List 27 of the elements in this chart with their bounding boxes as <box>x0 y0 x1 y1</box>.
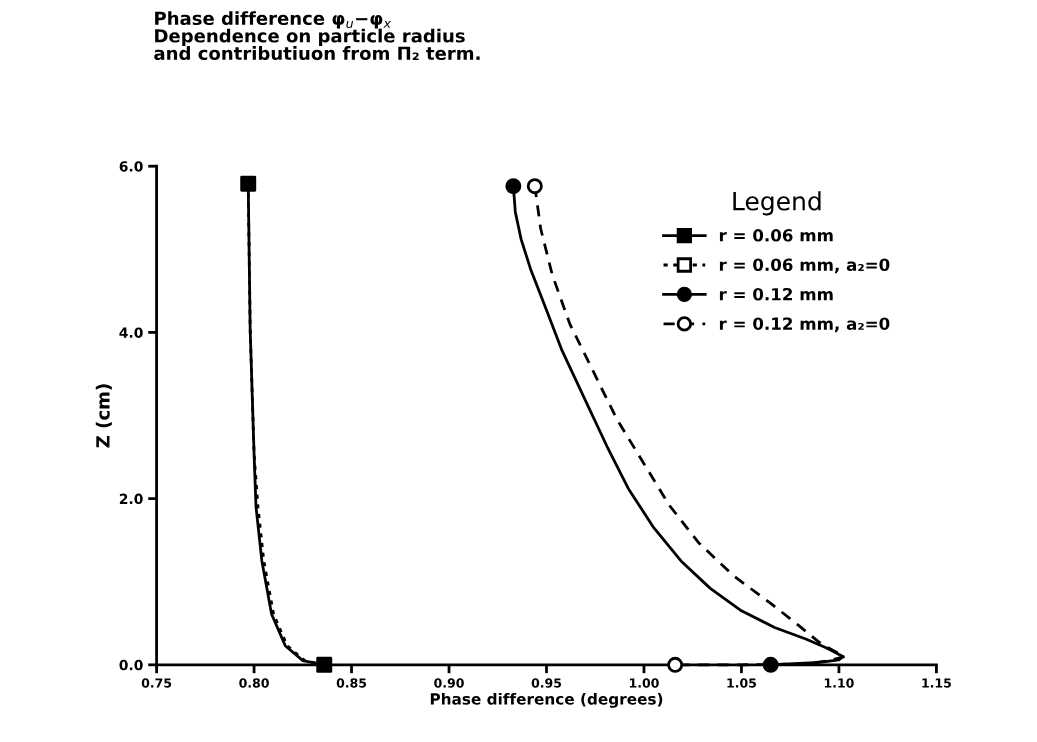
legend-label: r = 0.06 mm, a₂=0 <box>719 258 890 274</box>
y-tick-label: 0.0 <box>119 659 143 671</box>
legend-label: r = 0.12 mm <box>719 287 833 301</box>
x-tick-label: 0.80 <box>239 678 269 688</box>
x-tick-label: 0.90 <box>434 678 464 688</box>
point <box>505 178 522 195</box>
point <box>526 178 543 195</box>
y-tick-label: 2.0 <box>119 493 143 505</box>
x-tick-label: 1.10 <box>824 678 854 688</box>
point <box>667 656 684 673</box>
legend-label: r = 0.12 mm, a₂=0 <box>719 317 890 333</box>
x-tick-label: 0.95 <box>531 678 562 688</box>
point <box>316 656 333 673</box>
x-tick-label: 0.85 <box>336 678 367 688</box>
y-tick-label: 6.0 <box>119 161 143 172</box>
point <box>762 656 779 673</box>
y-axis-title: Z (cm) <box>95 384 112 448</box>
x-tick-label: 1.05 <box>727 678 756 688</box>
x-axis-title: Phase difference (degrees) <box>430 692 663 708</box>
x-tick-label: 0.75 <box>141 678 172 688</box>
point <box>240 175 257 192</box>
y-tick-label: 4.0 <box>119 327 143 338</box>
legend-label: r = 0.06 mm <box>719 229 833 242</box>
chart-title: Phase difference φ$_{u}$−φ$_{x}$ Dependence on particle radius and contributiuon from Π₂ term. <box>154 11 480 61</box>
legend-title: Legend <box>733 191 821 216</box>
x-tick-label: 1.15 <box>922 678 951 688</box>
x-tick-label: 1.00 <box>629 678 659 688</box>
